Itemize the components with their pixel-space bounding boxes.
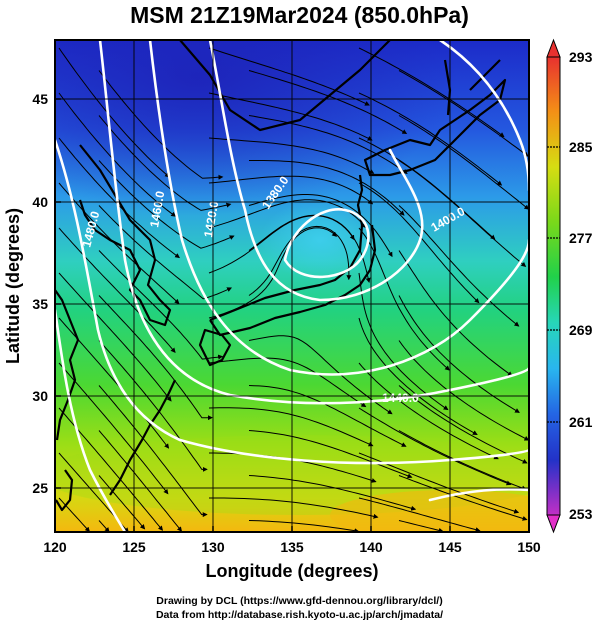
colorbar-gradient bbox=[546, 56, 561, 516]
streamline bbox=[58, 47, 170, 178]
streamline bbox=[98, 295, 213, 421]
streamline bbox=[248, 520, 360, 532]
map-title: MSM 21Z19Mar2024 (850.0hPa) bbox=[130, 2, 469, 28]
colorbar-label-261: 261 bbox=[569, 414, 593, 430]
streamline bbox=[398, 520, 444, 532]
streamline bbox=[98, 430, 183, 532]
streamline bbox=[358, 317, 478, 435]
streamline bbox=[248, 430, 413, 479]
x-tick-130: 130 bbox=[201, 539, 225, 555]
colorbar-label-269: 269 bbox=[569, 322, 593, 338]
streamline bbox=[58, 272, 172, 402]
credit-data: Data from http://database.rish.kyoto-u.a… bbox=[155, 609, 444, 621]
streamline bbox=[58, 182, 180, 305]
contour-1480 bbox=[55, 308, 127, 532]
colorbar-label-253: 253 bbox=[569, 506, 593, 522]
streamline bbox=[248, 225, 352, 296]
coastline-china bbox=[55, 289, 80, 441]
coastline-russia bbox=[179, 40, 391, 132]
x-tick-150: 150 bbox=[517, 539, 541, 555]
colorbar-label-285: 285 bbox=[569, 139, 593, 155]
streamline bbox=[58, 362, 169, 495]
contour-1400 bbox=[208, 40, 424, 302]
streamline bbox=[98, 520, 110, 532]
streamline bbox=[208, 407, 374, 447]
streamline bbox=[248, 115, 408, 174]
contour-1460 bbox=[55, 138, 529, 465]
x-tick-120: 120 bbox=[43, 539, 67, 555]
coastline-korea bbox=[78, 144, 172, 327]
streamline bbox=[98, 70, 224, 180]
geopotential-contours bbox=[55, 40, 529, 532]
streamline bbox=[98, 475, 146, 530]
x-tick-125: 125 bbox=[122, 539, 146, 555]
colorbar-bottom-arrow bbox=[546, 514, 561, 534]
coastline-ryukyu bbox=[109, 379, 176, 496]
contour-1380 bbox=[283, 208, 370, 279]
x-tick-135: 135 bbox=[280, 539, 304, 555]
streamline bbox=[358, 407, 512, 486]
streamline bbox=[209, 497, 379, 519]
contour-label-1420: 1420.0 bbox=[201, 200, 221, 239]
grid-lines bbox=[55, 40, 529, 532]
streamline bbox=[398, 250, 513, 377]
streamline bbox=[358, 92, 503, 186]
y-tick-45: 45 bbox=[32, 91, 48, 107]
streamline bbox=[398, 205, 520, 327]
streamline bbox=[208, 357, 367, 408]
contour-1420 bbox=[148, 40, 529, 376]
streamline bbox=[398, 340, 529, 441]
colorbar-label-293: 293 bbox=[569, 49, 593, 65]
streamline bbox=[98, 160, 235, 249]
streamline bbox=[358, 182, 480, 304]
streamline bbox=[398, 115, 529, 210]
coastline-kyushu bbox=[198, 328, 232, 367]
x-axis: 120 125 130 135 140 145 150 Longitude (d… bbox=[43, 526, 541, 581]
streamline bbox=[398, 475, 528, 521]
x-tick-140: 140 bbox=[359, 539, 383, 555]
streamline bbox=[398, 160, 527, 268]
streamline bbox=[208, 47, 370, 106]
streamline bbox=[98, 250, 224, 360]
x-tick-145: 145 bbox=[438, 539, 462, 555]
streamline bbox=[358, 497, 481, 532]
y-tick-35: 35 bbox=[32, 296, 48, 312]
streamline bbox=[98, 340, 208, 472]
streamline bbox=[398, 70, 529, 157]
contour-label-1440: 1440.0 bbox=[382, 391, 419, 405]
coastline-taiwan bbox=[55, 469, 74, 512]
streamline bbox=[248, 194, 393, 258]
streamline bbox=[98, 115, 232, 211]
streamline bbox=[58, 227, 176, 353]
streamline bbox=[398, 430, 527, 491]
streamline bbox=[358, 362, 499, 460]
y-axis-title: Latitude (degrees) bbox=[3, 208, 23, 364]
streamline bbox=[249, 160, 405, 216]
streamline bbox=[248, 385, 407, 447]
y-tick-40: 40 bbox=[32, 194, 48, 210]
colorbar-top-arrow bbox=[546, 38, 561, 58]
streamline bbox=[58, 497, 90, 532]
streamline bbox=[248, 335, 393, 415]
contour-1440 bbox=[98, 40, 529, 405]
credit-drawing: Drawing by DCL (https://www.gfd-dennou.o… bbox=[156, 595, 443, 607]
y-tick-30: 30 bbox=[32, 388, 48, 404]
streamline bbox=[208, 215, 355, 274]
y-axis: 45 40 35 30 25 Latitude (degrees) bbox=[3, 91, 61, 496]
streamline bbox=[398, 385, 528, 464]
streamline bbox=[358, 47, 505, 138]
streamline bbox=[98, 385, 208, 518]
contour-south bbox=[428, 488, 529, 502]
colorbar: 293 285 277 269 261 253 bbox=[546, 38, 593, 534]
contour-label-1460: 1460.0 bbox=[147, 190, 167, 229]
wind-streamlines bbox=[58, 47, 529, 532]
streamline bbox=[358, 272, 449, 411]
streamline bbox=[208, 137, 375, 174]
colorbar-label-277: 277 bbox=[569, 230, 593, 246]
x-axis-title: Longitude (degrees) bbox=[205, 561, 378, 581]
y-tick-25: 25 bbox=[32, 480, 48, 496]
